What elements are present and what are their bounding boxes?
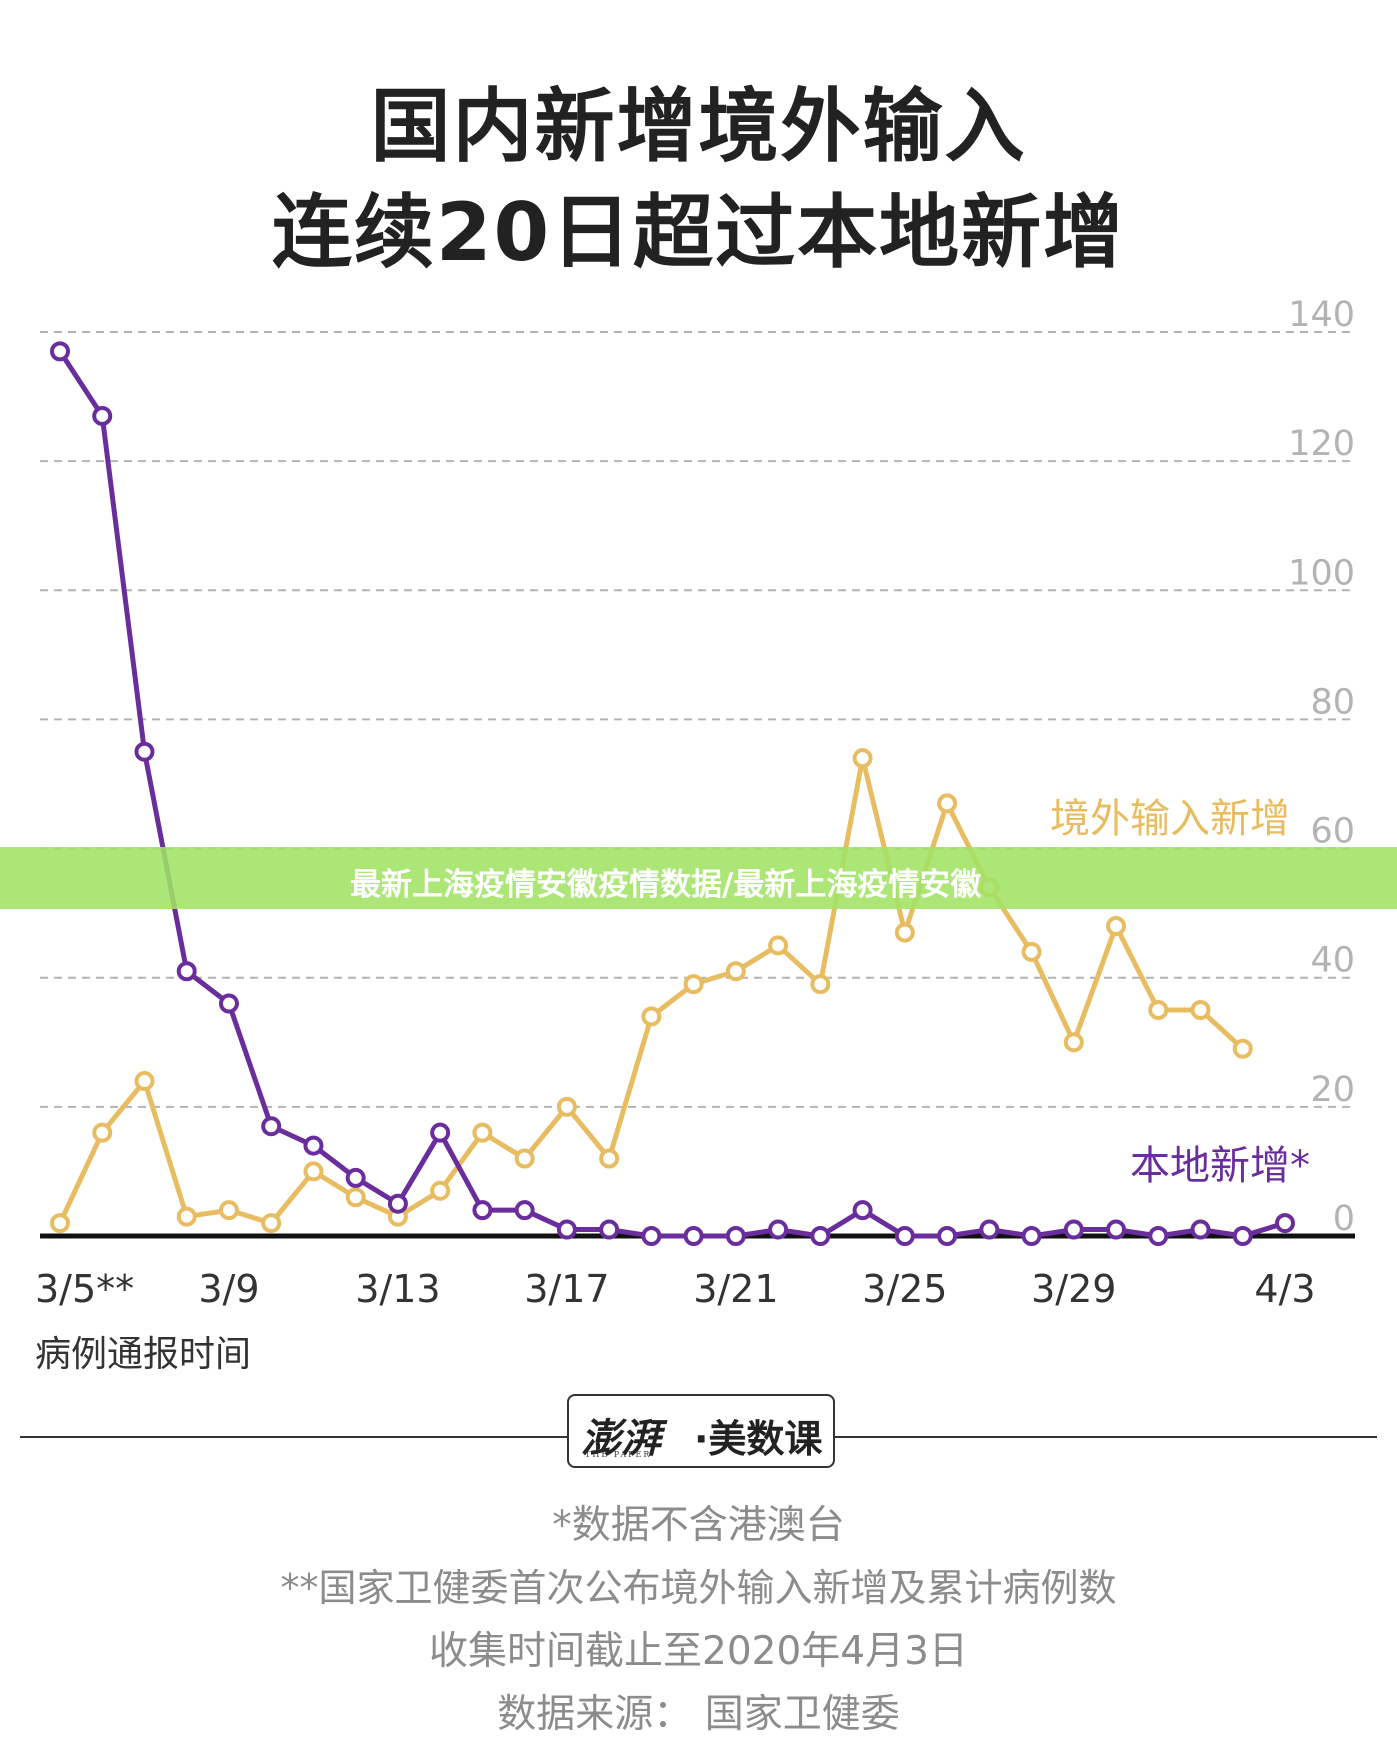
data-point (472, 1200, 493, 1221)
data-point (725, 961, 746, 982)
x-tick-label: 3/17 (524, 1267, 609, 1311)
data-point (768, 935, 789, 956)
y-tick-label: 60 (1310, 812, 1355, 852)
data-point (176, 961, 197, 982)
data-point (979, 1219, 1000, 1240)
data-point (937, 1226, 958, 1246)
data-point (1148, 1226, 1169, 1246)
series-label: 境外输入新增 (1050, 796, 1290, 842)
data-point (261, 1116, 282, 1137)
data-point (599, 1148, 620, 1169)
data-point (810, 974, 831, 995)
divider-right (831, 1436, 1377, 1438)
y-tick-label: 0 (1333, 1199, 1355, 1239)
data-point (1063, 1219, 1084, 1240)
data-point (599, 1219, 620, 1240)
data-point (303, 1161, 324, 1182)
footnote-4: 数据来源： 国家卫健委 (497, 1692, 900, 1737)
y-tick-labels: 0 20 40 60 80 100 120 140 (1288, 295, 1355, 1239)
chart-title-line-2: 连续20日超过本地新增 (271, 186, 1126, 279)
y-tick-label: 40 (1310, 941, 1355, 981)
data-point (345, 1167, 366, 1188)
data-point (1190, 1219, 1211, 1240)
data-point (50, 1213, 70, 1234)
data-point (556, 1096, 577, 1117)
series-imported (50, 748, 1253, 1234)
data-point (725, 1226, 746, 1246)
data-point (261, 1213, 282, 1234)
overlay-banner: 最新上海疫情安徽疫情数据/最新上海疫情安徽 (0, 847, 1397, 909)
banner-text: 最新上海疫情安徽疫情数据/最新上海疫情安徽 (350, 867, 982, 903)
logo-brand: 澎湃 (581, 1415, 661, 1462)
data-point (894, 922, 915, 943)
y-tick-label: 140 (1288, 295, 1355, 335)
footnote-1: *数据不含港澳台 (552, 1503, 845, 1548)
divider-left (20, 1436, 567, 1438)
footnote-2: **国家卫健委首次公布境外输入新增及累计病例数 (280, 1566, 1117, 1610)
data-point (387, 1193, 408, 1214)
series-lines (50, 341, 1295, 1246)
data-point (852, 748, 873, 769)
data-point (1063, 1032, 1084, 1053)
data-point (514, 1200, 535, 1221)
data-point (556, 1219, 577, 1240)
data-point (176, 1206, 197, 1227)
data-point (810, 1226, 831, 1246)
footnote-3: 收集时间截止至2020年4月3日 (429, 1629, 968, 1674)
chart-title-line-1: 国内新增境外输入 (370, 80, 1027, 173)
y-tick-label: 80 (1310, 682, 1355, 722)
logo-brand-sub: THE PAPER (585, 1450, 652, 1459)
data-point (134, 741, 155, 762)
data-point (641, 1226, 662, 1246)
data-point (430, 1122, 451, 1143)
data-point (50, 341, 70, 362)
data-point (345, 1187, 366, 1208)
y-tick-label: 100 (1288, 553, 1355, 593)
data-point (92, 405, 113, 426)
x-tick-label: 3/21 (693, 1267, 778, 1311)
series-label: 本地新增* (1130, 1143, 1310, 1189)
y-tick-label: 20 (1310, 1070, 1355, 1110)
x-tick-label: 3/13 (355, 1267, 440, 1311)
x-tick-label: 3/9 (198, 1267, 259, 1311)
x-axis-label: 病例通报时间 (35, 1334, 251, 1375)
publisher-logo: 澎湃 THE PAPER ·美数课 (567, 1394, 835, 1468)
data-point (894, 1226, 915, 1246)
data-point (1021, 941, 1042, 962)
data-point (641, 1006, 662, 1027)
data-point (1275, 1213, 1295, 1234)
data-point (472, 1122, 493, 1143)
data-point (1106, 916, 1127, 937)
x-tick-labels: 3/5** 3/9 3/13 3/17 3/21 3/25 3/29 4/3 (35, 1267, 1316, 1311)
data-point (937, 793, 958, 814)
data-point (92, 1122, 113, 1143)
data-point (852, 1200, 873, 1221)
data-point (514, 1148, 535, 1169)
x-tick-label: 3/25 (862, 1267, 947, 1311)
x-tick-label: 3/29 (1031, 1267, 1116, 1311)
data-point (430, 1180, 451, 1201)
data-point (134, 1071, 155, 1092)
data-point (683, 974, 704, 995)
data-point (218, 1200, 239, 1221)
x-tick-label: 4/3 (1254, 1267, 1315, 1311)
data-point (1232, 1038, 1253, 1059)
data-point (1148, 1000, 1169, 1020)
data-point (1190, 1000, 1211, 1020)
data-point (683, 1226, 704, 1246)
data-point (1021, 1226, 1042, 1246)
series-line (57, 350, 1286, 1239)
data-point (1106, 1219, 1127, 1240)
data-point (303, 1135, 324, 1156)
data-point (1232, 1226, 1253, 1246)
data-point (218, 993, 239, 1014)
logo-name: ·美数课 (694, 1417, 823, 1461)
series-local (50, 341, 1295, 1246)
y-tick-label: 120 (1288, 424, 1355, 464)
data-point (768, 1219, 789, 1240)
grid-lines (40, 331, 1355, 1239)
x-tick-label: 3/5** (35, 1267, 134, 1311)
